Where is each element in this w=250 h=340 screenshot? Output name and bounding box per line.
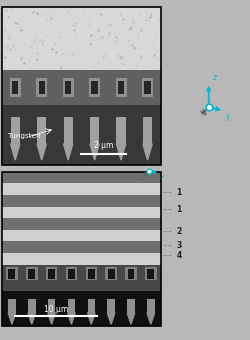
- Bar: [92, 81, 98, 94]
- Bar: [127, 299, 135, 313]
- Polygon shape: [8, 313, 16, 324]
- Bar: [68, 299, 75, 313]
- Bar: [88, 269, 95, 279]
- Bar: [6, 267, 18, 280]
- Bar: [144, 81, 151, 94]
- Bar: [38, 81, 45, 94]
- Bar: [66, 267, 77, 280]
- Bar: [64, 117, 73, 144]
- Bar: [2, 183, 161, 195]
- Bar: [10, 78, 21, 97]
- Bar: [2, 172, 161, 326]
- Polygon shape: [48, 313, 56, 324]
- Bar: [46, 267, 57, 280]
- Bar: [2, 218, 161, 230]
- Bar: [89, 78, 100, 97]
- Text: z: z: [212, 73, 216, 82]
- Polygon shape: [143, 144, 152, 160]
- Bar: [90, 117, 99, 144]
- Bar: [2, 105, 161, 165]
- Bar: [116, 78, 126, 97]
- Bar: [108, 269, 114, 279]
- Bar: [8, 269, 15, 279]
- Polygon shape: [28, 313, 36, 324]
- Text: 4: 4: [176, 251, 182, 259]
- Text: y: y: [225, 113, 230, 121]
- Polygon shape: [127, 313, 135, 324]
- Bar: [36, 78, 47, 97]
- Bar: [2, 172, 161, 326]
- Text: 3: 3: [176, 241, 182, 250]
- Bar: [37, 117, 46, 144]
- Polygon shape: [68, 313, 75, 324]
- Bar: [2, 7, 161, 165]
- Polygon shape: [107, 313, 115, 324]
- Bar: [142, 78, 153, 97]
- Bar: [2, 230, 161, 241]
- Bar: [2, 195, 161, 206]
- Text: 2: 2: [176, 227, 182, 236]
- Bar: [10, 117, 20, 144]
- Polygon shape: [88, 313, 95, 324]
- Bar: [2, 172, 161, 183]
- Bar: [86, 267, 97, 280]
- Bar: [2, 253, 161, 265]
- Bar: [8, 299, 16, 313]
- Bar: [2, 265, 161, 291]
- Text: 2 μm: 2 μm: [94, 141, 113, 150]
- Polygon shape: [147, 313, 154, 324]
- Bar: [148, 269, 154, 279]
- Text: 1: 1: [176, 205, 182, 214]
- Bar: [118, 81, 124, 94]
- Polygon shape: [116, 144, 126, 160]
- Bar: [116, 117, 126, 144]
- Bar: [2, 7, 161, 70]
- Bar: [88, 299, 95, 313]
- Polygon shape: [37, 144, 46, 160]
- Polygon shape: [64, 144, 73, 160]
- Polygon shape: [90, 144, 99, 160]
- Bar: [62, 78, 74, 97]
- Bar: [12, 81, 18, 94]
- Bar: [128, 269, 134, 279]
- Bar: [2, 206, 161, 218]
- Bar: [125, 267, 137, 280]
- Text: y: y: [160, 174, 164, 179]
- Bar: [26, 267, 38, 280]
- Bar: [145, 267, 156, 280]
- Bar: [107, 299, 115, 313]
- Bar: [2, 7, 161, 165]
- Bar: [2, 70, 161, 105]
- Bar: [2, 291, 161, 326]
- Text: x: x: [139, 177, 143, 183]
- Bar: [28, 299, 36, 313]
- Bar: [2, 241, 161, 253]
- Bar: [68, 269, 75, 279]
- Text: Tungsten: Tungsten: [8, 133, 41, 139]
- Bar: [143, 117, 152, 144]
- Text: 10 μm: 10 μm: [44, 305, 68, 313]
- Text: 1: 1: [176, 188, 182, 197]
- Bar: [28, 269, 35, 279]
- Polygon shape: [10, 144, 20, 160]
- Bar: [48, 299, 56, 313]
- Bar: [147, 299, 154, 313]
- Bar: [65, 81, 71, 94]
- Bar: [48, 269, 55, 279]
- Bar: [106, 267, 117, 280]
